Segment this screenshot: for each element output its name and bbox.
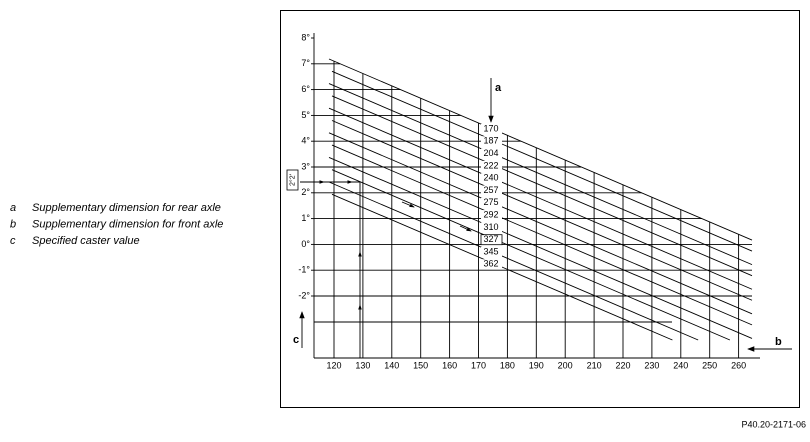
diagonal-line [331, 95, 753, 277]
label-bg [481, 210, 502, 221]
x-tick-label: 170 [471, 360, 486, 370]
guide-arrow [459, 225, 472, 232]
label-bg [481, 148, 502, 159]
legend-text: Specified caster value [32, 235, 140, 247]
diagonal-line [328, 181, 699, 341]
y-tick-label: 4° [301, 136, 310, 146]
x-tick-label: 210 [587, 360, 602, 370]
legend: a Supplementary dimension for rear axle b S… [10, 202, 223, 247]
x-tick-label: 200 [558, 360, 573, 370]
y-tick-label: 7° [301, 58, 310, 68]
y-tick-label: -1° [298, 265, 310, 275]
line-label: 310 [483, 222, 498, 232]
line-label: 362 [483, 259, 498, 269]
y-tick-label: -2° [298, 290, 310, 300]
label-bg [481, 197, 502, 208]
nomogram: 8° 7° 6° 5° 4° 3° 2° 1° 0° -1° -2° 120 130 140 150 160 1… [286, 32, 792, 370]
footer: P40.20-2171-06 [741, 419, 806, 429]
line-label: 257 [483, 185, 498, 195]
line-label: 240 [483, 173, 498, 183]
x-tick-label: 140 [384, 360, 399, 370]
label-bg [481, 124, 502, 134]
frame [280, 10, 800, 408]
label-bg [481, 247, 502, 257]
label-bg [481, 185, 502, 196]
diagonal-line [328, 58, 753, 241]
diagonal-line [331, 120, 753, 301]
side-label-box [286, 169, 299, 191]
y-tick-label: 2° [301, 187, 310, 197]
y-tick-label: 3° [301, 161, 310, 171]
line-label: 275 [483, 197, 498, 207]
diagonal-line [331, 70, 753, 252]
line-label: 187 [483, 136, 498, 146]
y-tick-label: 8° [301, 32, 310, 42]
line-label: 170 [483, 123, 498, 133]
x-tick-label: 120 [326, 360, 341, 370]
line-label: 345 [483, 246, 498, 256]
label-bg [481, 136, 502, 147]
x-tick-label: 190 [529, 360, 544, 370]
line-label: 327 [483, 234, 498, 244]
x-tick-label: 220 [615, 360, 630, 370]
label-bg [481, 222, 502, 233]
diagonal-line [328, 107, 753, 290]
diagonal-line [328, 132, 753, 315]
marker-a: a [495, 82, 502, 94]
x-tick-label: 130 [355, 360, 370, 370]
label-bg [480, 234, 503, 246]
guide-arrow [401, 201, 415, 208]
x-tick-label: 160 [442, 360, 457, 370]
side-label: 2°2' [288, 174, 296, 186]
label-bg [481, 259, 502, 270]
line-label: 204 [483, 148, 498, 158]
marker-c: c [293, 334, 299, 346]
y-tick-label: 6° [301, 84, 310, 94]
legend-key: c [10, 235, 16, 247]
y-tick-label: 0° [301, 239, 310, 249]
legend-text: Supplementary dimension for rear axle [32, 202, 221, 214]
diagonal-line [331, 169, 731, 341]
legend-key: a [10, 202, 16, 214]
diagonal-line [328, 83, 753, 266]
diagonal-line [331, 193, 673, 341]
x-tick-label: 250 [702, 360, 717, 370]
label-bg [481, 160, 502, 171]
diagonal-line [328, 156, 753, 339]
legend-text: Supplementary dimension for front axle [32, 218, 223, 230]
diagonal-line [331, 144, 753, 326]
line-label: 292 [483, 209, 498, 219]
x-tick-label: 260 [731, 360, 746, 370]
y-tick-label: 5° [301, 110, 310, 120]
x-tick-label: 230 [644, 360, 659, 370]
x-tick-label: 150 [413, 360, 428, 370]
legend-key: b [10, 218, 16, 230]
y-tick-label: 1° [301, 213, 310, 223]
line-label: 222 [483, 160, 498, 170]
marker-b: b [775, 336, 782, 348]
x-tick-label: 240 [673, 360, 688, 370]
label-bg [481, 173, 502, 184]
x-tick-label: 180 [500, 360, 515, 370]
